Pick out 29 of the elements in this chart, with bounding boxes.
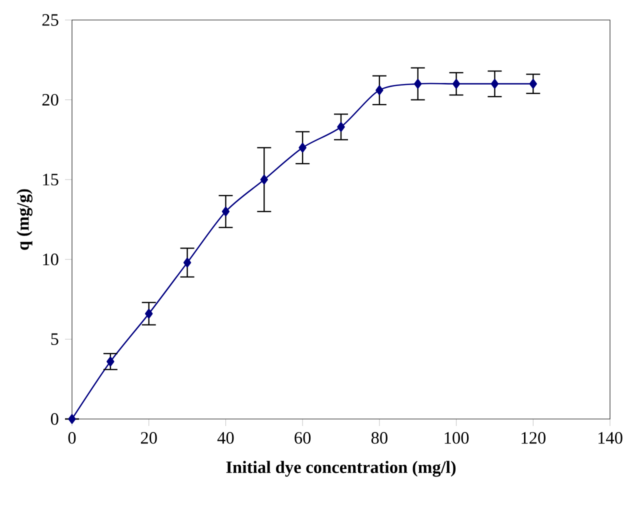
x-tick-label: 0 xyxy=(68,432,76,444)
point xyxy=(490,78,499,89)
point xyxy=(529,78,538,89)
point xyxy=(337,122,345,132)
y-tick-label: 25 xyxy=(42,14,58,26)
point xyxy=(376,85,384,96)
point xyxy=(144,308,153,319)
point xyxy=(183,258,192,268)
point xyxy=(414,78,422,89)
x-tick-label: 100 xyxy=(444,432,469,444)
point xyxy=(298,142,306,153)
x-tick-label: 40 xyxy=(217,432,234,444)
x-tick-label: 140 xyxy=(598,432,622,444)
point xyxy=(260,174,268,185)
x-tick-label: 60 xyxy=(294,432,311,444)
x-tick-label: 20 xyxy=(140,432,157,444)
y-tick-label: 15 xyxy=(43,174,58,186)
y-axis-title: q (mg/g) xyxy=(16,189,32,250)
point xyxy=(452,78,460,89)
point xyxy=(222,206,230,216)
y-tick-label: 10 xyxy=(43,254,58,266)
y-tick-label: 5 xyxy=(51,333,58,345)
y-tick-label: 20 xyxy=(42,94,58,106)
point xyxy=(106,356,114,366)
x-tick-label: 80 xyxy=(371,432,388,444)
x-axis-title: Initial dye concentration (mg/l) xyxy=(226,460,456,477)
point xyxy=(68,414,76,424)
x-tick-label: 120 xyxy=(522,432,546,444)
y-tick-label: 0 xyxy=(50,413,58,425)
